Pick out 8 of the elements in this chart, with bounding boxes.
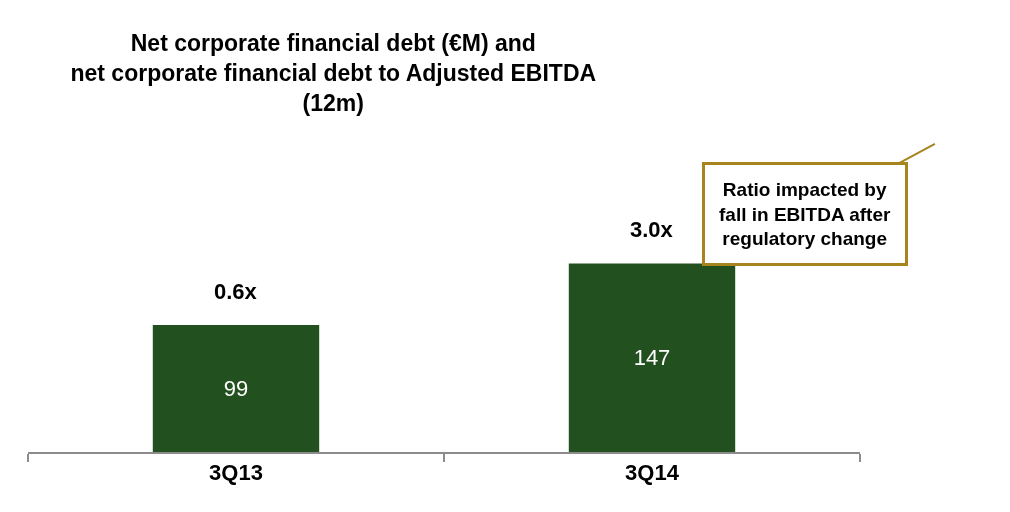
x-tick-label: 3Q14 [625,460,680,486]
chart-title: Net corporate financial debt (€M) and net corporate financial debt to Adjusted EBITDA (12m) [70,30,597,116]
data-label: 147 [633,345,671,371]
text: Ratio impacted by fall in EBITDA after regulatory change [719,179,891,250]
annotation: 3.0x [630,217,674,242]
x-tick-label: 3Q13 [209,460,263,486]
data-label: 99 [223,376,249,402]
annotation: 0.6x [214,279,258,304]
